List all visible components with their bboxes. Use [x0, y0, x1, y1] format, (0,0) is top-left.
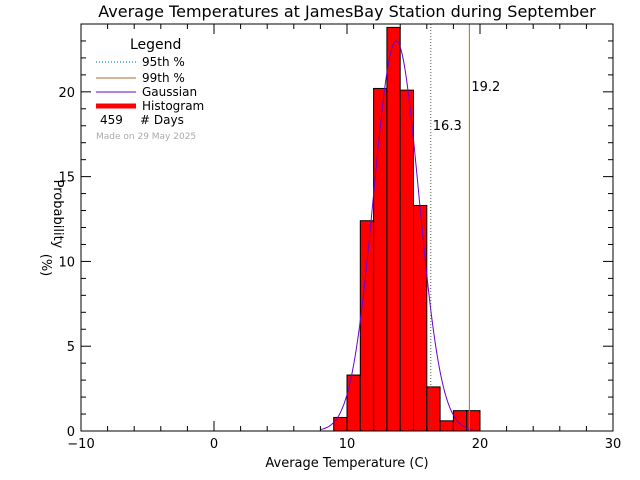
legend-title: Legend — [130, 37, 181, 53]
x-tick-label-0: −10 — [67, 437, 94, 452]
x-tick-label-1: 0 — [210, 437, 218, 452]
legend-label-gaussian: Gaussian — [142, 85, 197, 99]
percentile-95-label: 16.3 — [433, 119, 462, 134]
histogram-bar-3 — [373, 87, 388, 432]
y-tick-label-2: 10 — [58, 255, 75, 270]
histogram-bar-10 — [466, 410, 481, 432]
y-tick-label-1: 5 — [67, 340, 75, 355]
legend-label-95th: 95th % — [142, 55, 185, 69]
y-axis-label-line2: (%) — [38, 254, 53, 277]
made-on-note: Made on 29 May 2025 — [96, 132, 196, 142]
histogram-bar-7 — [426, 386, 441, 432]
chart-title: Average Temperatures at JamesBay Station… — [98, 2, 596, 21]
histogram-bar-6 — [413, 204, 428, 432]
percentile-99-label: 19.2 — [471, 80, 500, 95]
gaussian-curve — [320, 40, 474, 431]
histogram-bar-9 — [452, 410, 468, 432]
y-tick-label-0: 0 — [67, 425, 75, 440]
y-tick-label-3: 15 — [58, 171, 75, 186]
legend: Legend 95th % 99th % Gaussian Histogram … — [96, 37, 204, 142]
x-tick-label-2: 10 — [339, 437, 356, 452]
histogram-bar-1 — [346, 374, 361, 432]
legend-label-99th: 99th % — [142, 71, 185, 85]
histogram-bar-8 — [439, 420, 454, 432]
x-axis-label: Average Temperature (C) — [265, 456, 428, 471]
legend-label-histogram: Histogram — [142, 99, 204, 113]
histogram-bar-5 — [399, 89, 415, 432]
y-axis-label-line1: Probability — [50, 180, 65, 249]
x-tick-label-3: 20 — [472, 437, 489, 452]
legend-days-label: # Days — [140, 113, 184, 127]
legend-days-count: 459 — [100, 113, 123, 127]
y-tick-label-4: 20 — [58, 86, 75, 101]
histogram-bar-2 — [359, 220, 375, 432]
histogram-bar-4 — [386, 26, 401, 432]
x-tick-label-4: 30 — [605, 437, 622, 452]
